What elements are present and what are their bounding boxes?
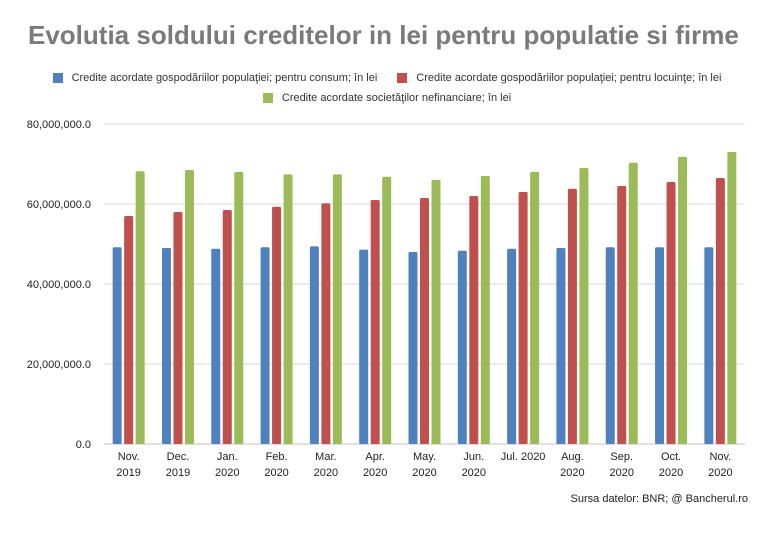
x-tick-label: Mar.: [315, 451, 336, 463]
bar: [222, 210, 232, 444]
x-tick-label: 2020: [462, 467, 486, 479]
x-tick-label: 2020: [609, 467, 633, 479]
y-tick-label: 40,000,000.0: [27, 279, 91, 291]
bar: [184, 170, 194, 444]
bar: [628, 162, 638, 445]
y-tick-label: 60,000,000.0: [27, 199, 91, 211]
bar: [655, 247, 665, 444]
y-tick-label: 0.0: [76, 439, 91, 451]
x-tick-label: Jul. 2020: [501, 451, 546, 463]
chart-title: Evolutia soldului creditelor in lei pent…: [28, 20, 739, 50]
bar: [309, 246, 319, 444]
x-tick-label: Jan.: [217, 451, 238, 463]
legend-row-1: Credite acordate gospodăriilor populaţie…: [0, 68, 774, 88]
bar: [715, 178, 725, 444]
bar: [469, 196, 479, 444]
x-tick-label: 2020: [560, 467, 584, 479]
bar: [359, 249, 369, 444]
bar: [173, 212, 183, 444]
legend-label-firme: Credite acordate societăţilor nefinancia…: [281, 92, 512, 104]
y-tick-label: 20,000,000.0: [27, 359, 91, 371]
x-tick-label: 2020: [708, 467, 732, 479]
x-tick-label: Dec.: [167, 451, 190, 463]
x-tick-label: 2020: [314, 467, 338, 479]
bar: [124, 216, 134, 444]
x-tick-label: 2020: [264, 467, 288, 479]
x-tick-label: Jun.: [463, 451, 484, 463]
x-tick-label: Apr.: [365, 451, 385, 463]
bar: [431, 180, 441, 444]
y-tick-label: 80,000,000.0: [27, 119, 91, 131]
bar: [518, 192, 528, 444]
bar: [605, 247, 615, 444]
x-tick-label: Sep.: [610, 451, 633, 463]
legend: Credite acordate gospodăriilor populaţie…: [0, 68, 774, 108]
source-note: Sursa datelor: BNR; @ Bancherul.ro: [570, 493, 748, 505]
bar: [457, 250, 467, 444]
legend-label-locuinte: Credite acordate gospodăriilor populaţie…: [416, 72, 722, 84]
bar: [332, 174, 342, 444]
bar: [161, 248, 171, 444]
bar: [530, 172, 540, 444]
legend-item-firme: Credite acordate societăţilor nefinancia…: [262, 92, 512, 104]
bar: [480, 176, 490, 444]
legend-swatch-consum: [52, 73, 63, 83]
bar: [704, 247, 714, 444]
bar: [420, 198, 429, 444]
bar: [727, 152, 737, 444]
x-tick-label: 2020: [659, 467, 683, 479]
legend-swatch-firme: [262, 93, 273, 103]
bar: [321, 203, 331, 444]
bar: [260, 247, 270, 444]
bar: [283, 174, 293, 444]
x-tick-label: 2020: [215, 467, 239, 479]
legend-label-consum: Credite acordate gospodăriilor populaţie…: [71, 72, 378, 84]
bar: [579, 168, 589, 444]
x-tick-label: Feb.: [266, 451, 288, 463]
x-tick-label: Oct.: [661, 451, 681, 463]
x-tick-label: Nov.: [709, 451, 731, 463]
legend-row-2: Credite acordate societăţilor nefinancia…: [0, 88, 774, 108]
bar: [382, 176, 392, 445]
bar: [408, 252, 418, 444]
x-tick-label: 2020: [363, 467, 387, 479]
bar: [112, 247, 122, 444]
bar: [567, 188, 577, 444]
bar: [211, 248, 221, 444]
bar: [234, 172, 244, 444]
bar: [666, 182, 676, 444]
legend-item-consum: Credite acordate gospodăriilor populaţie…: [52, 72, 378, 84]
legend-swatch-locuinte: [397, 73, 408, 83]
bar: [678, 156, 688, 445]
x-tick-label: Aug.: [561, 451, 584, 463]
x-tick-label: Nov.: [118, 451, 140, 463]
x-tick-label: 2019: [116, 467, 140, 479]
bar: [507, 248, 517, 444]
bar: [135, 171, 145, 444]
bar: [556, 248, 566, 444]
x-tick-label: 2020: [412, 467, 436, 479]
bar: [370, 200, 380, 444]
bar: [617, 186, 627, 444]
x-tick-label: 2019: [166, 467, 190, 479]
x-tick-label: May.: [413, 451, 436, 463]
legend-item-locuinte: Credite acordate gospodăriilor populaţie…: [397, 72, 721, 84]
bar: [272, 206, 282, 444]
